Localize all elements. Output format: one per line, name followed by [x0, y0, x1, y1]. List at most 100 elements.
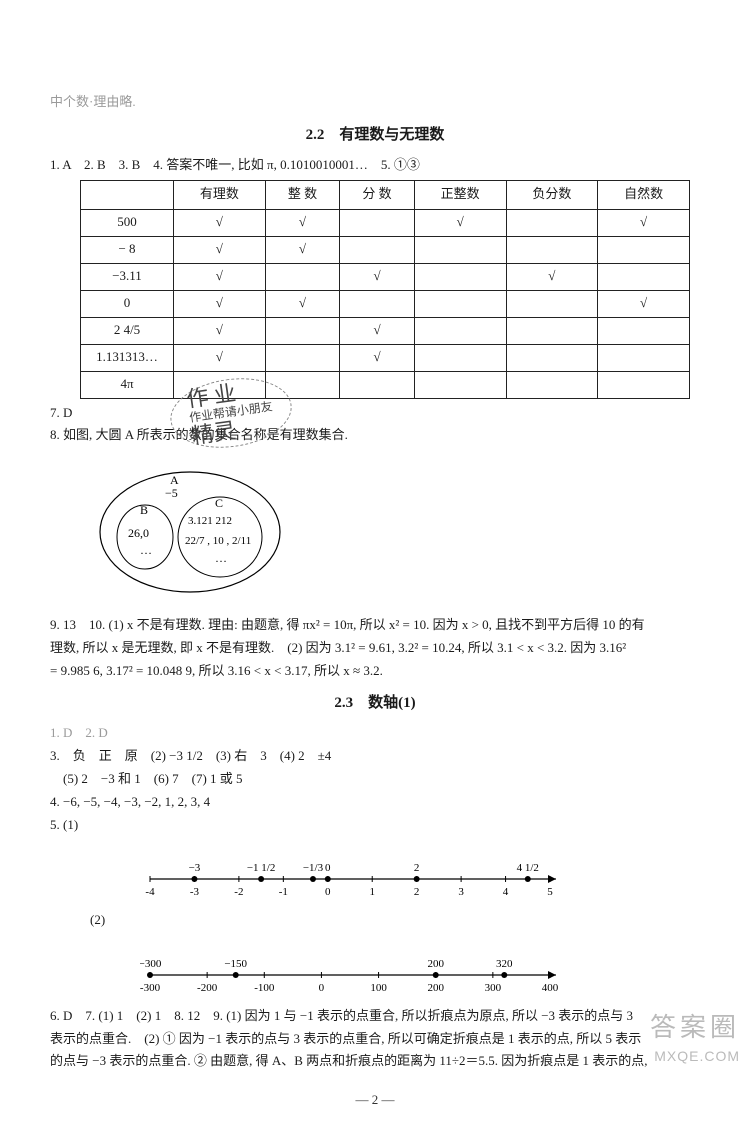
- table-cell: √: [598, 209, 690, 236]
- svg-text:C: C: [215, 496, 223, 510]
- svg-text:−1 1/2: −1 1/2: [247, 862, 276, 874]
- s23-l6: (2): [90, 910, 700, 931]
- th-negfrac: 负分数: [506, 180, 598, 209]
- s23-l3: (5) 2 −3 和 1 (6) 7 (7) 1 或 5: [50, 769, 700, 790]
- svg-text:0: 0: [325, 886, 331, 898]
- q8: 8. 如图, 大圆 A 所表示的数的集合名称是有理数集合.: [50, 425, 700, 446]
- svg-text:0: 0: [325, 862, 331, 874]
- table-row-label: 1.131313…: [81, 344, 174, 371]
- table-cell: [340, 209, 415, 236]
- table-cell: [598, 371, 690, 398]
- svg-text:−300: −300: [140, 958, 162, 970]
- q9-10-c: = 9.985 6, 3.17² = 10.048 9, 所以 3.16 < x…: [50, 661, 700, 682]
- svg-text:B: B: [140, 503, 148, 517]
- svg-text:-200: -200: [197, 982, 218, 994]
- top-note: 中个数·理由略.: [50, 92, 700, 113]
- svg-text:-3: -3: [190, 886, 200, 898]
- s23-l4: 4. −6, −5, −4, −3, −2, 1, 2, 3, 4: [50, 792, 700, 813]
- table-cell: √: [598, 290, 690, 317]
- table-cell: √: [174, 263, 266, 290]
- svg-text:-300: -300: [140, 982, 161, 994]
- page-number: — 2 —: [50, 1090, 700, 1111]
- svg-text:-1: -1: [279, 886, 288, 898]
- table-cell: [340, 290, 415, 317]
- table-cell: [414, 344, 506, 371]
- th-blank: [81, 180, 174, 209]
- th-fraction: 分 数: [340, 180, 415, 209]
- svg-text:26,0: 26,0: [128, 526, 149, 540]
- table-cell: [340, 236, 415, 263]
- table-cell: [598, 317, 690, 344]
- table-cell: [414, 317, 506, 344]
- svg-text:3.121 212: 3.121 212: [188, 515, 232, 527]
- table-row-label: 0: [81, 290, 174, 317]
- table-cell: [414, 236, 506, 263]
- svg-text:4 1/2: 4 1/2: [517, 862, 539, 874]
- svg-text:22/7 , 10 , 2/11: 22/7 , 10 , 2/11: [185, 535, 251, 547]
- svg-text:−150: −150: [224, 958, 247, 970]
- s23-p1: 6. D 7. (1) 1 (2) 1 8. 12 9. (1) 因为 1 与 …: [50, 1006, 700, 1027]
- table-cell: [598, 263, 690, 290]
- table-cell: √: [265, 236, 340, 263]
- svg-text:2: 2: [414, 862, 420, 874]
- table-cell: √: [265, 209, 340, 236]
- table-row-label: −3.11: [81, 263, 174, 290]
- watermark-url: MXQE.COM: [654, 1048, 740, 1064]
- table-cell: [506, 344, 598, 371]
- table-cell: [506, 209, 598, 236]
- table-cell: [414, 371, 506, 398]
- number-line-2: -300 -200 -100 0 100 200 300 400 −300 −150 200 320: [140, 935, 700, 1002]
- svg-text:2: 2: [414, 886, 420, 898]
- svg-text:200: 200: [427, 982, 444, 994]
- svg-text:4: 4: [503, 886, 509, 898]
- q9-10-a: 9. 13 10. (1) x 不是有理数. 理由: 由题意, 得 πx² = …: [50, 615, 700, 636]
- svg-text:1: 1: [369, 886, 375, 898]
- svg-text:400: 400: [542, 982, 559, 994]
- svg-text:100: 100: [370, 982, 387, 994]
- table-cell: √: [174, 317, 266, 344]
- th-natural: 自然数: [598, 180, 690, 209]
- s23-l5: 5. (1): [50, 815, 700, 836]
- svg-text:5: 5: [547, 886, 553, 898]
- table-cell: [506, 236, 598, 263]
- table-cell: [598, 344, 690, 371]
- svg-text:-2: -2: [234, 886, 243, 898]
- svg-text:3: 3: [458, 886, 464, 898]
- table-cell: √: [340, 317, 415, 344]
- svg-text:0: 0: [319, 982, 325, 994]
- section-2-2-title: 2.2 有理数与无理数: [50, 123, 700, 147]
- table-cell: [414, 263, 506, 290]
- svg-text:-4: -4: [145, 886, 155, 898]
- section-2-3-title: 2.3 数轴(1): [50, 691, 700, 715]
- table-row-label: 500: [81, 209, 174, 236]
- table-cell: √: [506, 263, 598, 290]
- th-integer: 整 数: [265, 180, 340, 209]
- table-cell: √: [174, 236, 266, 263]
- table-cell: [506, 290, 598, 317]
- table-cell: [265, 263, 340, 290]
- table-row-label: − 8: [81, 236, 174, 263]
- number-classification-table: 有理数 整 数 分 数 正整数 负分数 自然数 500√√√√− 8√√−3.1…: [80, 180, 690, 399]
- venn-diagram: A −5 B 26,0 … C 3.121 212 22/7 , 10 , 2/…: [90, 452, 700, 609]
- svg-text:300: 300: [485, 982, 502, 994]
- number-line-1: -4-3-2-1012345−3−1 1/2−1/3024 1/2: [140, 839, 700, 906]
- svg-text:-100: -100: [254, 982, 275, 994]
- s23-p3: 的点与 −3 表示的点重合. ② 由题意, 得 A、B 两点和折痕点的距离为 1…: [50, 1051, 700, 1072]
- s23-l2: 3. 负 正 原 (2) −3 1/2 (3) 右 3 (4) 2 ±4: [50, 746, 700, 767]
- svg-text:A: A: [170, 473, 179, 487]
- table-cell: [340, 371, 415, 398]
- table-cell: √: [174, 209, 266, 236]
- svg-text:…: …: [215, 551, 227, 565]
- table-cell: √: [340, 263, 415, 290]
- table-cell: √: [265, 290, 340, 317]
- svg-text:320: 320: [496, 958, 513, 970]
- svg-text:−1/3: −1/3: [303, 862, 324, 874]
- s23-l1: 1. D 2. D: [50, 723, 700, 744]
- th-rational: 有理数: [174, 180, 266, 209]
- svg-text:200: 200: [427, 958, 444, 970]
- svg-text:−5: −5: [165, 486, 178, 500]
- q1-5-line: 1. A 2. B 3. B 4. 答案不唯一, 比如 π, 0.1010010…: [50, 155, 700, 176]
- table-cell: [265, 344, 340, 371]
- table-cell: [414, 290, 506, 317]
- table-cell: [506, 371, 598, 398]
